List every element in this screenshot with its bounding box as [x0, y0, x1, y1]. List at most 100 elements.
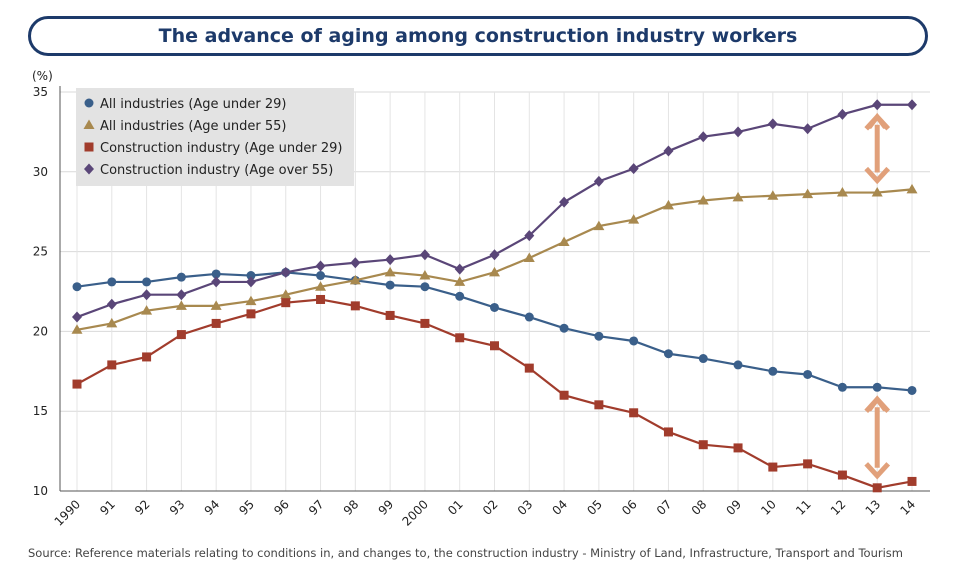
y-tick-label: 30 — [33, 165, 48, 179]
point-marker — [142, 352, 152, 362]
point-marker — [455, 291, 465, 301]
arrow-head-down-stroke — [864, 462, 891, 480]
point-marker — [245, 295, 257, 306]
point-marker — [490, 302, 499, 312]
point-marker — [872, 99, 883, 111]
point-marker — [107, 277, 117, 287]
x-tick-label: 93 — [167, 497, 188, 518]
point-marker — [454, 263, 465, 275]
point-marker — [106, 298, 117, 310]
point-marker — [802, 123, 813, 135]
point-marker — [732, 191, 744, 202]
y-axis-unit: (%) — [32, 69, 53, 83]
point-marker — [837, 382, 847, 392]
point-marker — [72, 379, 82, 389]
point-marker — [246, 271, 256, 281]
point-marker — [872, 483, 882, 493]
point-marker — [663, 427, 673, 437]
point-marker — [803, 459, 813, 469]
point-marker — [698, 354, 708, 364]
point-marker — [907, 385, 917, 395]
point-marker — [697, 195, 709, 205]
arrow-head-up-stroke — [864, 395, 891, 413]
point-marker — [385, 254, 396, 266]
point-marker — [594, 331, 604, 341]
x-tick-label: 91 — [97, 497, 118, 518]
x-tick-label: 09 — [723, 497, 744, 518]
point-marker — [210, 300, 222, 310]
point-marker — [837, 470, 847, 480]
point-marker — [245, 276, 256, 288]
point-marker — [350, 257, 361, 269]
point-marker — [803, 369, 813, 379]
point-marker — [280, 266, 291, 278]
x-tick-label: 95 — [236, 497, 257, 518]
point-marker — [907, 99, 917, 111]
point-marker — [349, 274, 361, 285]
point-marker — [141, 305, 153, 315]
series-2 — [72, 294, 917, 493]
point-marker — [559, 390, 569, 400]
point-marker — [315, 281, 327, 291]
point-marker — [141, 289, 152, 301]
point-marker — [454, 276, 466, 286]
x-tick-label: 94 — [202, 497, 223, 518]
point-marker — [733, 126, 744, 138]
x-tick-label: 1990 — [52, 497, 83, 528]
x-tick-label: 2000 — [400, 497, 431, 528]
point-marker — [107, 360, 117, 370]
point-marker — [246, 309, 256, 319]
point-marker — [872, 382, 882, 392]
point-marker — [385, 310, 395, 320]
x-tick-label: 98 — [341, 497, 362, 518]
point-marker — [315, 260, 326, 272]
x-tick-label: 06 — [619, 497, 640, 518]
point-marker — [559, 323, 569, 333]
x-tick-label: 04 — [549, 497, 570, 518]
y-tick-label: 35 — [33, 85, 48, 99]
point-marker — [419, 270, 431, 280]
point-marker — [524, 230, 535, 242]
y-tick-label: 10 — [33, 484, 48, 498]
point-marker — [84, 163, 94, 175]
point-marker — [384, 266, 396, 277]
x-tick-label: 12 — [828, 497, 849, 518]
point-marker — [629, 336, 639, 346]
legend-entry: All industries (Age under 55) — [100, 119, 287, 134]
legend-box — [76, 88, 354, 186]
point-marker — [733, 360, 743, 370]
point-marker — [490, 341, 499, 351]
point-marker — [524, 312, 534, 322]
y-tick-label: 20 — [33, 324, 48, 338]
point-marker — [316, 294, 326, 304]
point-marker — [84, 98, 94, 108]
point-marker — [629, 408, 639, 418]
point-marker — [350, 301, 360, 311]
legend: All industries (Age under 29) All industr… — [76, 88, 354, 186]
point-marker — [662, 199, 674, 210]
point-marker — [733, 443, 743, 453]
point-marker — [489, 249, 500, 261]
point-marker — [176, 272, 186, 282]
series-lines — [71, 99, 918, 493]
point-marker — [385, 280, 395, 290]
point-marker — [175, 300, 187, 310]
point-marker — [316, 271, 326, 281]
point-marker — [628, 163, 639, 175]
x-tick-label: 05 — [584, 497, 605, 518]
point-marker — [142, 277, 152, 287]
point-marker — [871, 187, 883, 197]
y-tick-label: 15 — [33, 404, 48, 418]
point-marker — [768, 366, 778, 376]
source-note: Source: Reference materials relating to … — [28, 546, 903, 560]
point-marker — [83, 119, 95, 129]
legend-entry: All industries (Age under 29) — [100, 97, 287, 112]
x-tick-label: 14 — [897, 497, 918, 518]
x-tick-label: 02 — [480, 497, 501, 518]
point-marker — [281, 298, 291, 308]
point-marker — [593, 175, 604, 187]
x-tick-label: 97 — [306, 497, 327, 518]
point-marker — [84, 142, 94, 152]
double-arrow — [864, 395, 891, 480]
